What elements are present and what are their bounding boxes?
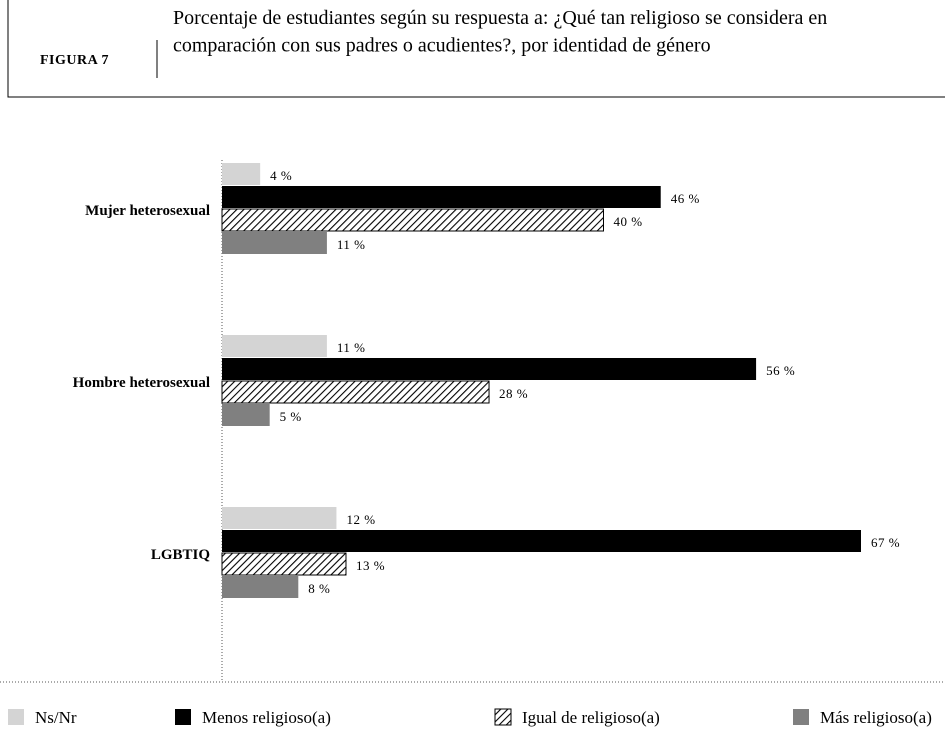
data-label: 12 % [346,512,375,527]
bar [222,186,661,208]
legend-label: Más religioso(a) [820,708,932,727]
bar [222,576,299,598]
bar [222,404,270,426]
legend-swatch [494,708,512,726]
category-label: Hombre heterosexual [73,375,210,391]
legend-swatch [175,709,191,725]
data-label: 67 % [871,535,900,550]
data-label: 11 % [337,340,366,355]
chart-title: Porcentaje de estudiantes según su respu… [173,7,827,57]
data-label: 5 % [280,409,302,424]
bar [221,208,604,232]
figure-label: FIGURA 7 [40,53,109,68]
data-label: 13 % [356,558,385,573]
header-box [7,0,945,98]
bar [222,163,261,185]
data-label: 28 % [499,386,528,401]
data-label: 40 % [613,214,642,229]
bar [222,232,327,254]
data-label: 4 % [270,168,292,183]
bar [222,530,861,552]
bar [222,507,337,529]
bar [222,358,757,380]
legend-label: Menos religioso(a) [202,708,331,727]
category-label: Mujer heterosexual [85,203,210,219]
bar [221,552,347,576]
data-label: 11 % [337,237,366,252]
data-label: 46 % [671,191,700,206]
bar [222,335,327,357]
data-label: 56 % [766,363,795,378]
legend-label: Igual de religioso(a) [522,708,660,727]
data-label: 8 % [308,581,330,596]
bar [221,380,490,404]
category-label: LGBTIQ [151,547,211,563]
legend-swatch [8,709,24,725]
legend-label: Ns/Nr [35,708,77,727]
legend-swatch [793,709,809,725]
